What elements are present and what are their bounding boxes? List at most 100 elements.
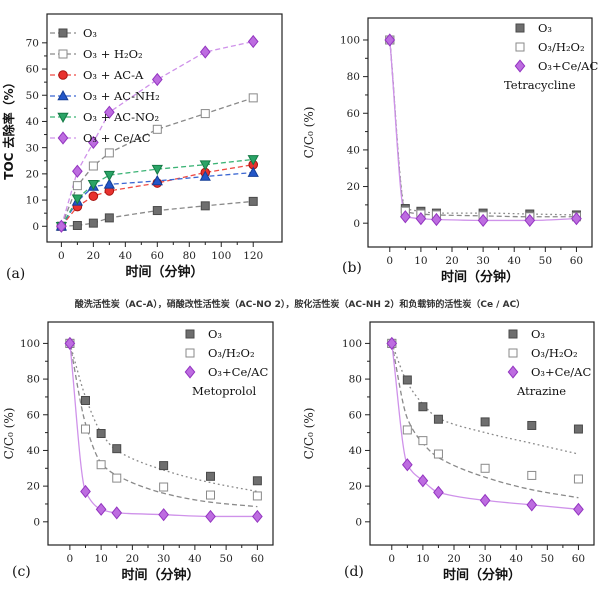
y-tick-label: 40	[27, 445, 40, 457]
x-tick-label: 120	[243, 250, 263, 262]
x-tick-label: 0	[388, 553, 395, 565]
panel-b: 0 10 20 30 40 50 60 0 20 40 60 80 100 时间（分钟） C/C₀ (%) O…	[300, 0, 600, 290]
plot-axes: 0 10 20 30 40 50 60 0 20 40 60 80 100	[20, 321, 274, 565]
y-axis-title: C/C₀ (%)	[302, 408, 316, 460]
y-tick-label: 20	[347, 181, 360, 193]
data-point-marker	[433, 485, 444, 499]
data-point-marker	[81, 424, 90, 434]
y-tick-label: 10	[26, 195, 39, 207]
pollutant-annotation: Metoprolol	[192, 384, 257, 398]
plot-axes: 0 10 20 30 40 50 60 0 20 40 60 80 100	[340, 17, 593, 267]
data-point-marker	[431, 212, 442, 227]
legend-entry-label: O₃+Ce/AC	[538, 59, 598, 73]
data-point-marker	[112, 473, 122, 483]
legend-marker	[58, 49, 68, 59]
x-tick-label: 50	[539, 255, 552, 267]
x-tick-label: 0	[386, 255, 393, 267]
data-point-marker	[477, 213, 489, 228]
legend-marker	[57, 112, 69, 124]
y-tick-label: 100	[340, 35, 360, 47]
y-tick-label: 50	[26, 90, 39, 102]
legend-marker	[57, 89, 69, 101]
x-tick-label: 60	[151, 250, 164, 262]
data-point-marker	[72, 220, 82, 230]
pollutant-annotation: Tetracycline	[504, 78, 576, 92]
y-axis-title: TOC 去除率（%）	[1, 76, 16, 179]
legend-marker	[58, 70, 68, 80]
data-point-marker	[152, 124, 162, 134]
x-tick-label: 30	[157, 553, 170, 565]
data-point-marker	[402, 425, 412, 435]
data-point-marker	[402, 375, 412, 385]
panel-c: 0 10 20 30 40 50 60 0 20 40 60 80 100 时间（分钟） C/C₀ (%) O…	[0, 316, 300, 614]
legend-marker	[515, 42, 525, 52]
panel-letter: (d)	[344, 564, 364, 580]
data-point-marker	[88, 191, 99, 201]
x-tick-label: 40	[508, 255, 521, 267]
pollutant-annotation: Atrazine	[516, 384, 566, 398]
legend-marker	[185, 329, 195, 339]
chart-a-toc-removal: 0 20 40 60 80 100 120 0 10 20 30 40 50 60 70 时间（分钟） TOC …	[1, 13, 283, 282]
chart-b-tetracycline: 0 10 20 30 40 50 60 0 20 40 60 80 100 时间（分钟） C/C₀ (%) O…	[302, 17, 598, 285]
data-point-marker	[573, 502, 584, 516]
panel-letter: (a)	[6, 266, 25, 282]
data-point-marker	[104, 213, 114, 223]
y-axis-title: C/C₀ (%)	[302, 107, 316, 159]
legend-entry-label: O₃ + AC-NO₂	[83, 110, 159, 124]
legend: O₃ O₃/H₂O₂ O₃+Ce/AC Atrazine	[507, 327, 591, 398]
data-point-marker	[87, 180, 100, 191]
x-tick-label: 30	[478, 553, 491, 565]
y-tick-label: 80	[349, 374, 362, 386]
data-point-marker	[573, 424, 583, 434]
data-point-marker	[248, 196, 258, 206]
panel-letter: (c)	[12, 564, 31, 580]
legend-entry-label: O₃ + Ce/AC	[83, 131, 151, 145]
data-point-marker	[199, 170, 211, 181]
y-tick-label: 40	[26, 116, 39, 128]
figure-top-row: 0 20 40 60 80 100 120 0 10 20 30 40 50 60 70 时间（分钟） TOC …	[0, 0, 600, 290]
legend-marker	[184, 365, 196, 379]
x-tick-label: 50	[541, 553, 554, 565]
x-axis-title: 时间（分钟）	[441, 269, 519, 285]
figure-bottom-row: 0 10 20 30 40 50 60 0 20 40 60 80 100 时间（分钟） C/C₀ (%) O…	[0, 316, 600, 614]
data-point-marker	[104, 105, 115, 119]
legend-marker	[514, 59, 526, 73]
panel-letter: (b)	[342, 260, 362, 276]
legend-entry-label: O₃ + AC-A	[83, 68, 144, 82]
data-point-marker	[527, 470, 537, 480]
y-tick-label: 70	[26, 37, 39, 49]
y-tick-label: 40	[349, 445, 362, 457]
legend-marker	[508, 348, 518, 358]
legend: O₃ O₃ + H₂O₂ O₃ + AC-A O₃ + AC-NH₂ O₃ + AC-N…	[50, 26, 160, 145]
data-point-marker	[384, 33, 396, 47]
legend-marker	[57, 131, 69, 145]
y-tick-label: 80	[347, 71, 360, 83]
data-point-marker	[524, 213, 536, 228]
x-tick-label: 10	[416, 553, 429, 565]
data-point-marker	[479, 493, 491, 507]
x-axis-title: 时间（分钟）	[125, 264, 203, 280]
legend-entry-label: O₃	[531, 327, 545, 341]
x-tick-label: 40	[188, 553, 201, 565]
x-tick-label: 50	[219, 553, 232, 565]
data-point-marker	[72, 164, 83, 178]
data-point-marker	[399, 210, 411, 224]
panel-d: 0 10 20 30 40 50 60 0 20 40 60 80 100 时间（分钟） C/C₀ (%) O…	[300, 316, 600, 614]
x-tick-label: 40	[119, 250, 132, 262]
data-point-marker	[252, 476, 262, 486]
data-point-marker	[103, 170, 115, 182]
legend-entry-label: O₃+Ce/AC	[208, 365, 268, 379]
data-point-marker	[418, 402, 428, 412]
series-line	[391, 343, 579, 499]
x-tick-label: 60	[572, 553, 585, 565]
legend: O₃ O₃/H₂O₂ O₃+Ce/AC Tetracycline	[504, 21, 598, 92]
data-point-marker	[199, 45, 211, 59]
x-tick-label: 60	[251, 553, 264, 565]
x-tick-label: 60	[570, 255, 583, 267]
legend-marker	[185, 348, 195, 358]
y-tick-label: 80	[27, 374, 40, 386]
x-tick-label: 100	[211, 250, 231, 262]
legend-marker	[515, 23, 525, 33]
data-point-marker	[247, 34, 259, 49]
y-tick-label: 30	[26, 142, 39, 154]
